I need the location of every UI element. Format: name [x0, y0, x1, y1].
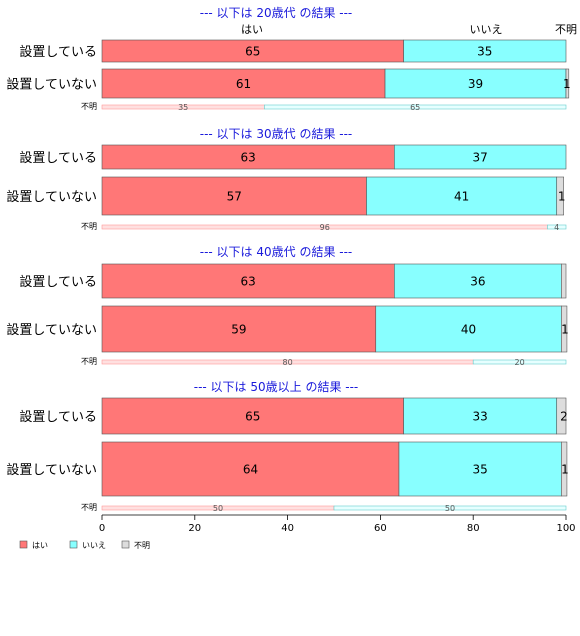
- category-label: 設置している: [19, 409, 97, 425]
- category-label: 不明: [81, 102, 97, 111]
- data-label: 37: [473, 151, 488, 165]
- panel-title: --- 以下は 30歳代 の結果 ---: [200, 127, 353, 141]
- bar-segment: [556, 397, 567, 435]
- category-label: 設置していない: [6, 322, 97, 338]
- data-label: 33: [473, 410, 488, 424]
- legend-swatch: [121, 540, 130, 549]
- bar-segment: [394, 263, 562, 299]
- data-label: 64: [243, 463, 258, 477]
- data-label: 1: [561, 323, 569, 337]
- data-label: 63: [241, 151, 256, 165]
- bar-segment: [101, 263, 395, 299]
- category-label: 不明: [81, 222, 97, 231]
- category-label: 設置している: [19, 44, 97, 60]
- category-label: 設置していない: [6, 462, 97, 478]
- x-tick-label: 100: [556, 523, 575, 534]
- data-label: 35: [473, 463, 488, 477]
- x-tick-label: 40: [281, 523, 294, 534]
- data-label: 1: [561, 463, 569, 477]
- x-tick-label: 20: [188, 523, 201, 534]
- category-label: 設置している: [19, 150, 97, 166]
- data-label: 39: [468, 77, 483, 91]
- bar-segment: [561, 305, 568, 353]
- bar-segment: [101, 441, 400, 497]
- data-label: 36: [470, 275, 485, 289]
- bar-segment: [561, 441, 568, 497]
- data-label: 1: [563, 77, 571, 91]
- bar-segment: [547, 224, 567, 230]
- bar-segment: [101, 68, 386, 99]
- data-label: 57: [227, 190, 242, 204]
- x-tick-label: 80: [467, 523, 480, 534]
- bar-segment: [561, 263, 567, 299]
- panel-title: --- 以下は 50歳以上 の結果 ---: [194, 380, 359, 394]
- data-label: 61: [236, 77, 251, 91]
- legend-label: いいえ: [82, 541, 106, 550]
- legend-label: 不明: [134, 541, 150, 550]
- data-label: 65: [410, 103, 420, 112]
- bar-segment: [403, 397, 558, 435]
- bar-segment: [333, 505, 567, 511]
- bar-segment: [101, 305, 377, 353]
- bar-segment: [101, 144, 395, 170]
- bar-segment: [556, 176, 564, 216]
- data-label: 80: [283, 358, 293, 367]
- data-label: 59: [231, 323, 246, 337]
- data-label: 35: [178, 103, 188, 112]
- bar-segment: [403, 39, 567, 63]
- data-label: 96: [320, 223, 330, 232]
- bar-segment: [394, 144, 567, 170]
- legend-label: はい: [32, 541, 48, 550]
- data-label: 4: [554, 223, 559, 232]
- data-label: 63: [241, 275, 256, 289]
- category-label: 不明: [81, 503, 97, 512]
- legend-swatch: [19, 540, 28, 549]
- bar-segment: [366, 176, 558, 216]
- data-label: 40: [461, 323, 476, 337]
- category-label: 設置していない: [6, 189, 97, 205]
- panel-title: --- 以下は 40歳代 の結果 ---: [200, 245, 353, 259]
- bar-segment: [101, 176, 367, 216]
- column-header: 不明: [555, 23, 577, 36]
- bar-segment: [472, 359, 567, 365]
- legend-swatch: [69, 540, 78, 549]
- panel-title: --- 以下は 20歳代 の結果 ---: [200, 6, 353, 20]
- data-label: 41: [454, 190, 469, 204]
- x-tick-label: 60: [374, 523, 387, 534]
- data-label: 65: [245, 410, 260, 424]
- bar-segment: [398, 441, 562, 497]
- bar-segment: [565, 68, 570, 99]
- column-header: いいえ: [470, 23, 503, 36]
- category-label: 設置していない: [6, 77, 97, 93]
- data-label: 65: [245, 45, 260, 59]
- data-label: 50: [213, 504, 223, 513]
- category-label: 不明: [81, 357, 97, 366]
- x-tick-label: 0: [99, 523, 105, 534]
- category-label: 設置している: [19, 274, 97, 290]
- data-label: 2: [560, 410, 568, 424]
- data-label: 20: [515, 358, 525, 367]
- column-header: はい: [241, 23, 263, 36]
- data-label: 1: [558, 190, 566, 204]
- data-label: 35: [477, 45, 492, 59]
- data-label: 50: [445, 504, 455, 513]
- bar-segment: [101, 397, 404, 435]
- bar-segment: [264, 104, 567, 110]
- bar-segment: [375, 305, 562, 353]
